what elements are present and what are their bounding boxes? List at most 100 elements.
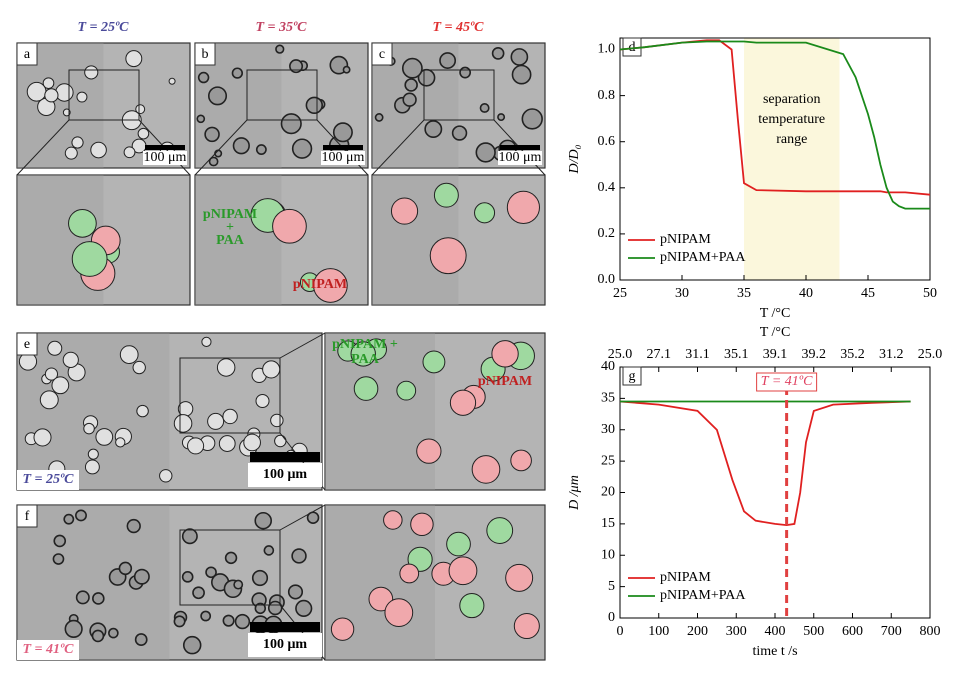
droplet [459, 66, 472, 79]
x-tick-label: 45 [861, 286, 875, 301]
droplet [53, 534, 67, 548]
temp-bg [17, 470, 79, 490]
droplet [137, 127, 150, 140]
droplet [280, 113, 302, 135]
x-tick-label: 35 [737, 286, 751, 301]
droplet [289, 59, 304, 74]
y-tick-label: 0.6 [598, 134, 616, 149]
vline-label-bg [756, 372, 818, 392]
corner-temp: T = 41ºC [22, 642, 74, 657]
span-label: temperature [758, 112, 825, 127]
scale-bg [321, 151, 365, 165]
droplet [52, 553, 65, 565]
droplet [306, 511, 320, 524]
droplet [350, 341, 376, 367]
droplet [233, 579, 244, 590]
shaded-span [744, 38, 840, 280]
scale-bar [250, 622, 320, 632]
droplet [207, 86, 228, 106]
droplet-label: pNIPAM + [332, 337, 398, 352]
droplet [33, 428, 52, 447]
droplet [232, 137, 250, 155]
droplet [187, 437, 205, 455]
x-tick-label: 40 [799, 286, 813, 301]
droplet [275, 44, 285, 54]
droplet [51, 376, 70, 395]
droplet [471, 455, 501, 484]
x-tick-label: 25 [613, 286, 627, 301]
micrograph-shade [195, 175, 282, 305]
x-tick-label: 0 [617, 624, 624, 639]
scale-label: 100 μm [499, 150, 542, 165]
y-axis-label: D /μm [567, 475, 582, 511]
legend-label: pNIPAM+PAA [660, 250, 746, 265]
droplet [95, 428, 114, 446]
droplet [216, 358, 236, 377]
droplet [218, 435, 236, 452]
droplet [136, 404, 149, 418]
droplet [83, 422, 95, 435]
droplet [399, 563, 420, 584]
vline-label: T = 41ºC [761, 374, 813, 389]
scale-bar [323, 145, 363, 150]
x-tick-label: 300 [726, 624, 747, 639]
series-line [619, 39, 931, 196]
panel-letter: g [629, 369, 636, 384]
droplet [118, 561, 133, 576]
scale-label: 100 μm [322, 150, 365, 165]
droplet [168, 77, 176, 85]
droplet [63, 513, 75, 525]
scale-bg [248, 633, 322, 657]
series-line [619, 400, 911, 527]
droplet [84, 459, 100, 475]
droplet [90, 141, 107, 159]
droplet [390, 197, 419, 225]
droplet [47, 340, 63, 356]
zoom-box [246, 69, 318, 121]
y-tick-label: 30 [601, 422, 615, 437]
top-tick-label: 39.1 [763, 347, 788, 362]
panel-letter: c [379, 47, 385, 62]
droplet [424, 120, 443, 139]
droplet [374, 113, 384, 122]
zoom-box [179, 529, 281, 606]
droplet [422, 350, 446, 374]
droplet [263, 545, 275, 556]
y-tick-label: 0.8 [598, 88, 616, 103]
y-tick-label: 0.4 [598, 180, 616, 195]
zoom-box [423, 69, 495, 121]
droplet [181, 570, 194, 583]
droplet [135, 104, 146, 115]
scale-label: 100 μm [263, 467, 307, 482]
x-tick-label: 200 [687, 624, 708, 639]
legend-label: pNIPAM [660, 570, 711, 585]
droplet [64, 146, 78, 160]
droplet [222, 614, 235, 627]
droplet [486, 517, 514, 544]
droplet [196, 114, 206, 124]
plot-frame [619, 37, 931, 281]
droplet [125, 50, 143, 68]
droplet [251, 569, 269, 587]
x-tick-label: 100 [648, 624, 669, 639]
droplet [506, 190, 540, 224]
zoom-line [279, 332, 326, 359]
scale-bar [145, 145, 185, 150]
droplet [383, 510, 403, 530]
zoom-line [371, 119, 425, 176]
top-tick-label: 35.2 [840, 347, 865, 362]
temp-bg [17, 640, 79, 660]
droplet [71, 136, 84, 149]
zoom-box [179, 357, 281, 434]
droplet [475, 142, 496, 163]
y-tick-label: 0 [608, 610, 615, 625]
panel-letter: b [202, 47, 209, 62]
droplet [255, 393, 270, 408]
droplet-label: PAA [351, 352, 380, 367]
droplet [255, 144, 267, 155]
droplet [173, 414, 193, 433]
top-axis-label: T /°C [760, 325, 791, 340]
droplet [410, 512, 434, 537]
droplet [222, 408, 238, 425]
